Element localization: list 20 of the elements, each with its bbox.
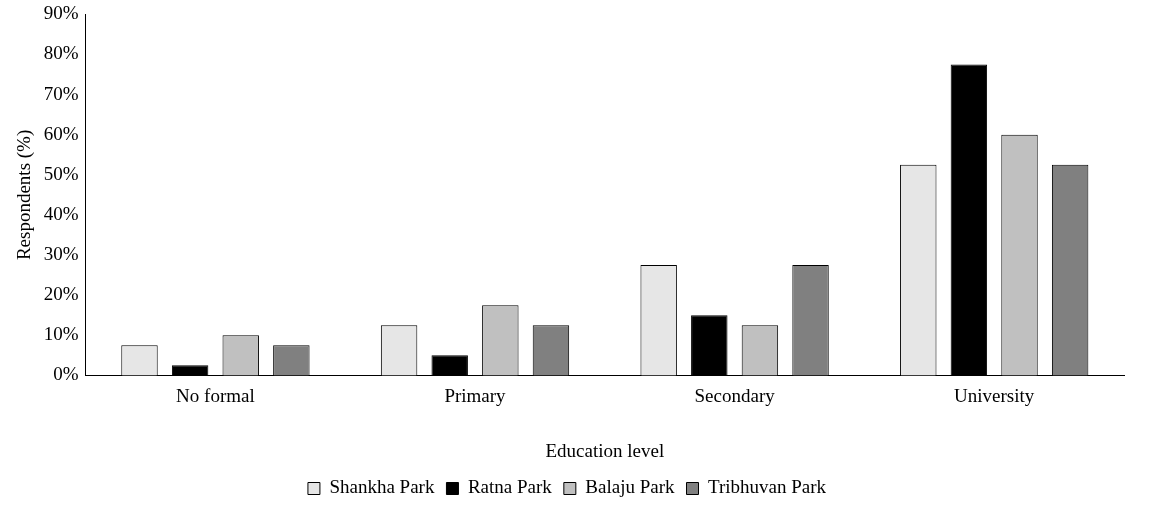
- legend-label: Balaju Park: [585, 476, 676, 498]
- legend-label: Tribhuvan Park: [708, 476, 827, 498]
- y-tick-label: 50%: [43, 162, 79, 184]
- y-tick-label: 0%: [53, 363, 79, 385]
- legend-label: Shankha Park: [329, 476, 435, 498]
- x-tick-label: Primary: [444, 384, 507, 406]
- y-tick-label: 80%: [43, 42, 79, 64]
- y-tick-label: 20%: [43, 283, 79, 305]
- x-tick-label: No formal: [176, 384, 255, 406]
- x-axis-title: Education level: [545, 439, 665, 461]
- y-tick-label: 30%: [43, 243, 79, 265]
- y-tick-label: 70%: [43, 82, 79, 104]
- legend-label: Ratna Park: [467, 476, 553, 498]
- y-tick-label: 40%: [43, 202, 79, 224]
- y-tick-label: 90%: [43, 2, 79, 24]
- x-tick-label: University: [954, 384, 1035, 406]
- y-tick-label: 60%: [43, 122, 79, 144]
- y-axis-title: Respondents (%): [13, 129, 36, 261]
- x-tick-label: Secondary: [694, 384, 776, 406]
- y-tick-label: 10%: [43, 323, 79, 345]
